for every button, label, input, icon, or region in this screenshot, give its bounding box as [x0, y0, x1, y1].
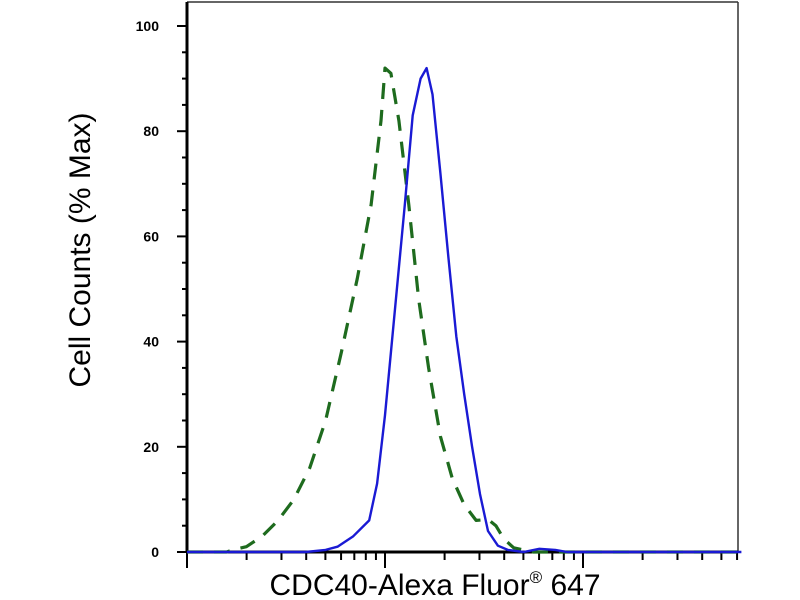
series-layer	[187, 66, 742, 554]
series-line-2	[187, 66, 742, 554]
x-axis-ticks	[186, 552, 739, 568]
x-axis-title-tail: 647	[542, 569, 600, 600]
y-tick-label: 60	[143, 228, 159, 244]
x-axis-title-main: CDC40-Alexa Fluor	[269, 569, 529, 600]
series-line-1	[187, 66, 742, 554]
y-tick-label: 80	[143, 123, 159, 139]
x-axis-title-registered-mark: ®	[530, 568, 543, 587]
plot-frame	[185, 1, 739, 554]
y-tick-label: 100	[136, 18, 160, 34]
y-axis-ticks: 0 20 40 60 80 100	[136, 18, 187, 560]
y-tick-label: 20	[143, 439, 159, 455]
y-tick-label: 40	[143, 334, 159, 350]
x-axis-title: CDC40-Alexa Fluor® 647	[269, 568, 600, 600]
y-tick-label: 0	[151, 544, 159, 560]
y-axis-title: Cell Counts (% Max)	[64, 112, 97, 387]
